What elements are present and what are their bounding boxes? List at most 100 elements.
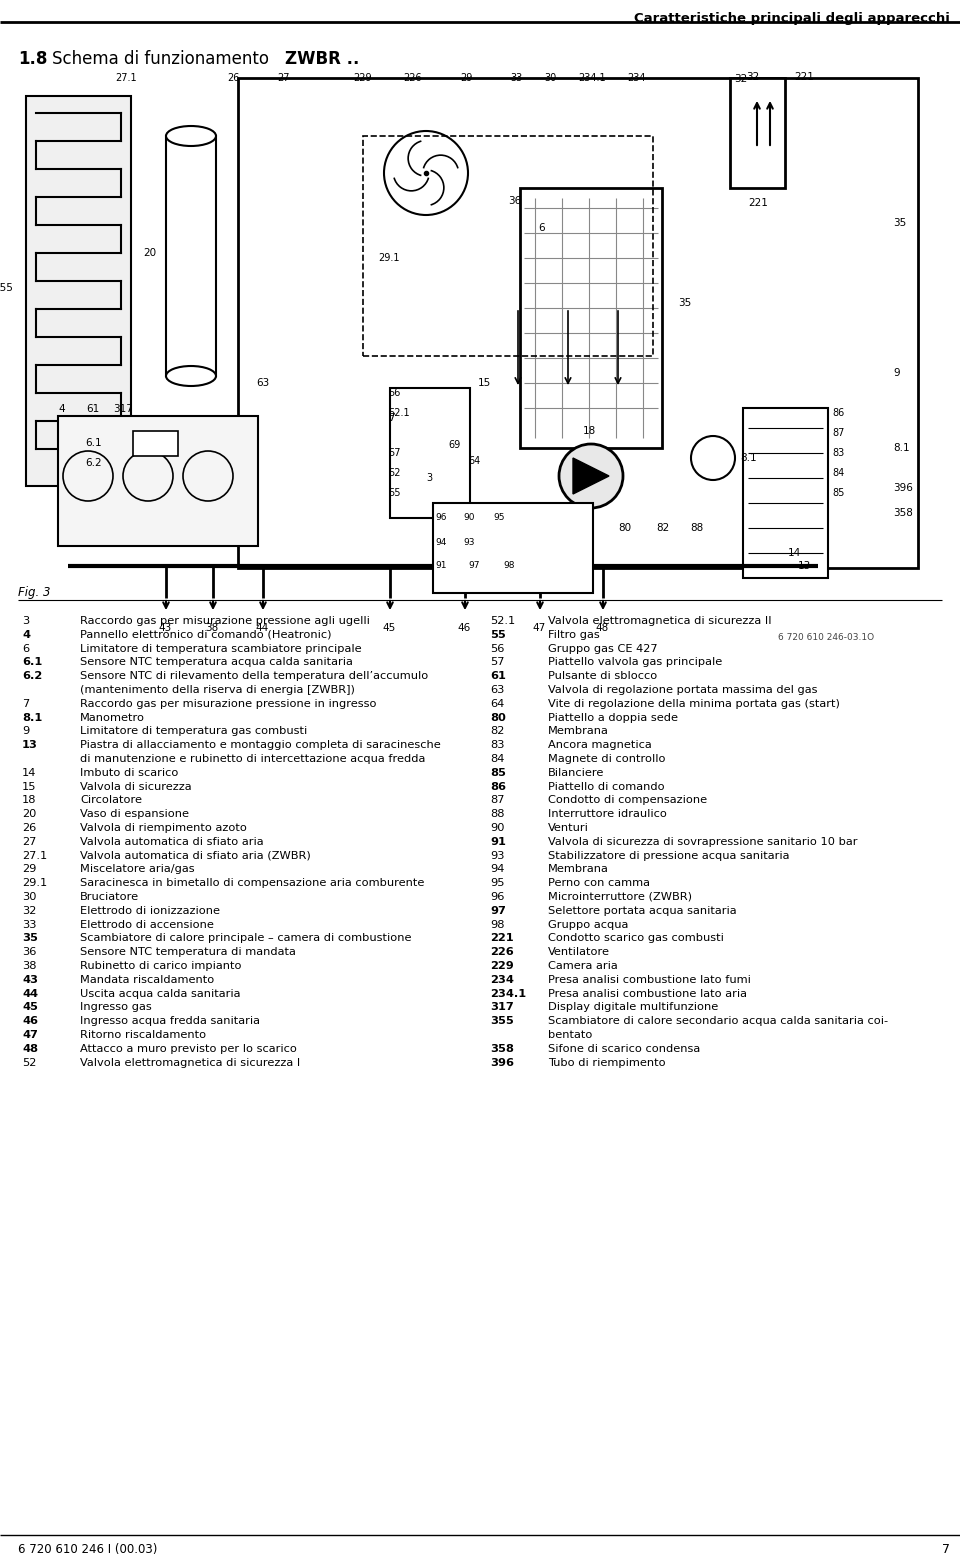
Text: 98: 98: [490, 920, 505, 929]
Text: 229: 229: [353, 73, 372, 83]
Text: 13: 13: [22, 741, 37, 750]
Text: 30: 30: [22, 892, 36, 903]
Text: Presa analisi combustione lato aria: Presa analisi combustione lato aria: [548, 988, 747, 999]
Text: 35: 35: [678, 298, 691, 309]
Text: 15: 15: [22, 781, 36, 792]
Text: Pulsante di sblocco: Pulsante di sblocco: [548, 672, 658, 681]
Text: Caratteristiche principali degli apparecchi: Caratteristiche principali degli apparec…: [635, 12, 950, 25]
Text: bentato: bentato: [548, 1030, 592, 1040]
Text: Gruppo acqua: Gruppo acqua: [548, 920, 629, 929]
Text: 35: 35: [893, 218, 906, 228]
Bar: [238, 78, 918, 567]
Text: 18: 18: [583, 426, 596, 437]
Text: 38: 38: [205, 624, 218, 633]
Text: Stabilizzatore di pressione acqua sanitaria: Stabilizzatore di pressione acqua sanita…: [548, 851, 789, 861]
Text: 4: 4: [22, 630, 30, 639]
Ellipse shape: [166, 126, 216, 147]
Text: 27: 27: [276, 73, 289, 83]
Text: Scambiatore di calore secondario acqua calda sanitaria coi-: Scambiatore di calore secondario acqua c…: [548, 1016, 888, 1026]
Text: Filtro gas: Filtro gas: [548, 630, 600, 639]
Text: Ritorno riscaldamento: Ritorno riscaldamento: [80, 1030, 206, 1040]
Text: ZWBR ..: ZWBR ..: [285, 50, 359, 69]
Text: 6.1: 6.1: [85, 438, 102, 447]
Text: 94: 94: [435, 538, 446, 547]
Text: Valvola automatica di sfiato aria (ZWBR): Valvola automatica di sfiato aria (ZWBR): [80, 851, 311, 861]
Text: 234: 234: [627, 73, 645, 83]
Text: 234.1: 234.1: [490, 988, 526, 999]
Text: 27.1: 27.1: [115, 73, 137, 83]
Text: 7: 7: [942, 1543, 950, 1556]
Text: 1.8: 1.8: [18, 50, 47, 69]
Text: 396: 396: [893, 483, 913, 493]
Text: di manutenzione e rubinetto di intercettazione acqua fredda: di manutenzione e rubinetto di intercett…: [80, 755, 425, 764]
Text: Ventilatore: Ventilatore: [548, 948, 610, 957]
Text: Ingresso gas: Ingresso gas: [80, 1002, 152, 1012]
Text: 6.2: 6.2: [22, 672, 42, 681]
Text: 32: 32: [734, 73, 747, 84]
Text: 221: 221: [794, 72, 814, 83]
Text: Imbuto di scarico: Imbuto di scarico: [80, 767, 179, 778]
Text: 82: 82: [656, 522, 669, 533]
Text: Elettrodo di ionizzazione: Elettrodo di ionizzazione: [80, 906, 220, 915]
Text: 84: 84: [490, 755, 504, 764]
Text: 46: 46: [457, 624, 470, 633]
Text: 9: 9: [22, 726, 29, 736]
Text: Display digitale multifunzione: Display digitale multifunzione: [548, 1002, 718, 1012]
Text: 91: 91: [435, 561, 446, 571]
Text: 82: 82: [490, 726, 504, 736]
Text: Valvola di riempimento azoto: Valvola di riempimento azoto: [80, 823, 247, 833]
Text: 317: 317: [490, 1002, 514, 1012]
Bar: [743, 408, 828, 578]
Text: 6.2: 6.2: [85, 458, 102, 468]
Text: 396: 396: [490, 1057, 514, 1068]
Text: 6: 6: [538, 223, 544, 232]
Text: 52: 52: [22, 1057, 36, 1068]
Text: Sensore NTC temperatura acqua calda sanitaria: Sensore NTC temperatura acqua calda sani…: [80, 658, 353, 667]
Text: 26: 26: [22, 823, 36, 833]
Text: 234.1: 234.1: [578, 73, 606, 83]
Text: 35: 35: [22, 934, 37, 943]
Text: 69: 69: [448, 440, 460, 451]
Text: 46: 46: [22, 1016, 38, 1026]
Text: 48: 48: [22, 1045, 38, 1054]
Text: 36: 36: [22, 948, 36, 957]
Text: 33: 33: [510, 73, 522, 83]
Text: Valvola di regolazione portata massima del gas: Valvola di regolazione portata massima d…: [548, 684, 818, 695]
Text: Membrana: Membrana: [548, 726, 609, 736]
Text: Vite di regolazione della minima portata gas (start): Vite di regolazione della minima portata…: [548, 698, 840, 709]
Text: 35: 35: [140, 433, 154, 444]
Bar: [58, 416, 258, 546]
Text: 86: 86: [490, 781, 506, 792]
Text: 97: 97: [468, 561, 479, 571]
Text: Selettore portata acqua sanitaria: Selettore portata acqua sanitaria: [548, 906, 736, 915]
Text: 95: 95: [493, 513, 505, 522]
Text: 98: 98: [503, 561, 515, 571]
Text: 3: 3: [22, 616, 29, 627]
Text: 80: 80: [618, 522, 631, 533]
Text: 18: 18: [22, 795, 36, 806]
Text: Circolatore: Circolatore: [80, 795, 142, 806]
Text: 20: 20: [22, 809, 36, 818]
Text: 83: 83: [490, 741, 505, 750]
Text: 229: 229: [490, 960, 514, 971]
Text: Mandata riscaldamento: Mandata riscaldamento: [80, 974, 214, 985]
Bar: [166, 136, 216, 376]
Bar: [133, 430, 178, 455]
Text: Piattello valvola gas principale: Piattello valvola gas principale: [548, 658, 722, 667]
Text: 57: 57: [388, 447, 400, 458]
Text: 358: 358: [490, 1045, 514, 1054]
Text: 27.1: 27.1: [22, 851, 47, 861]
Text: 88: 88: [690, 522, 704, 533]
Text: Limitatore di temperatura gas combusti: Limitatore di temperatura gas combusti: [80, 726, 307, 736]
Text: 45: 45: [382, 624, 396, 633]
Bar: [520, 189, 662, 447]
Text: 93: 93: [463, 538, 474, 547]
Text: 88: 88: [490, 809, 505, 818]
Bar: [730, 78, 785, 189]
Text: Attacco a muro previsto per lo scarico: Attacco a muro previsto per lo scarico: [80, 1045, 297, 1054]
Text: 80: 80: [490, 712, 506, 723]
Text: Tubo di riempimento: Tubo di riempimento: [548, 1057, 665, 1068]
Circle shape: [559, 444, 623, 508]
Text: 87: 87: [490, 795, 505, 806]
Text: 13: 13: [798, 561, 811, 571]
